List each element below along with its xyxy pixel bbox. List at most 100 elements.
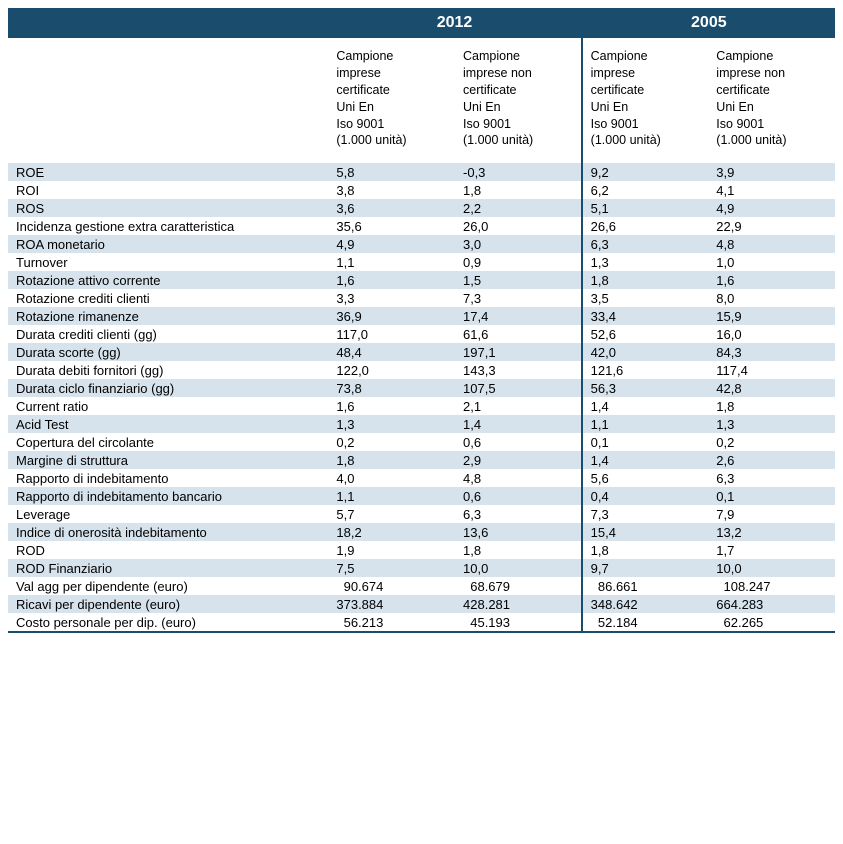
row-value: 197,1 <box>455 343 582 361</box>
row-value: 122,0 <box>328 361 455 379</box>
row-value: 348.642 <box>582 595 709 613</box>
row-value: 1,1 <box>328 487 455 505</box>
row-label: Acid Test <box>8 415 328 433</box>
row-label: ROS <box>8 199 328 217</box>
row-value: 26,0 <box>455 217 582 235</box>
row-value: 10,0 <box>455 559 582 577</box>
table-row: Incidenza gestione extra caratteristica3… <box>8 217 835 235</box>
row-value: 48,4 <box>328 343 455 361</box>
row-label: Durata scorte (gg) <box>8 343 328 361</box>
row-label: Rapporto di indebitamento bancario <box>8 487 328 505</box>
row-value: 62.265 <box>708 613 835 631</box>
row-label: Durata crediti clienti (gg) <box>8 325 328 343</box>
row-value: 1,8 <box>328 451 455 469</box>
row-value: 17,4 <box>455 307 582 325</box>
row-value: 73,8 <box>328 379 455 397</box>
table-row: ROI3,81,86,24,1 <box>8 181 835 199</box>
row-value: 117,4 <box>708 361 835 379</box>
row-value: 35,6 <box>328 217 455 235</box>
table-row: Durata ciclo finanziario (gg)73,8107,556… <box>8 379 835 397</box>
row-value: 1,8 <box>708 397 835 415</box>
table-row: Margine di struttura1,82,91,42,6 <box>8 451 835 469</box>
row-value: 18,2 <box>328 523 455 541</box>
row-value: 9,7 <box>582 559 709 577</box>
row-value: 52.184 <box>582 613 709 631</box>
row-value: 13,6 <box>455 523 582 541</box>
row-value: 143,3 <box>455 361 582 379</box>
header-blank <box>8 8 328 38</box>
row-value: 5,7 <box>328 505 455 523</box>
row-value: 7,9 <box>708 505 835 523</box>
row-value: 1,8 <box>582 271 709 289</box>
row-label: Current ratio <box>8 397 328 415</box>
row-value: 0,9 <box>455 253 582 271</box>
row-value: 1,5 <box>455 271 582 289</box>
table-row: ROA monetario4,93,06,34,8 <box>8 235 835 253</box>
row-value: 8,0 <box>708 289 835 307</box>
row-value: 0,6 <box>455 487 582 505</box>
row-value: 1,8 <box>455 181 582 199</box>
row-value: 1,9 <box>328 541 455 559</box>
row-value: 664.283 <box>708 595 835 613</box>
row-value: 4,9 <box>708 199 835 217</box>
table-row: Current ratio1,62,11,41,8 <box>8 397 835 415</box>
table-row: Rotazione rimanenze36,917,433,415,9 <box>8 307 835 325</box>
financial-metrics-table: 2012 2005 CampioneimpresecertificateUni … <box>8 8 835 631</box>
row-value: 4,8 <box>455 469 582 487</box>
row-value: 117,0 <box>328 325 455 343</box>
row-value: 52,6 <box>582 325 709 343</box>
row-value: 1,4 <box>582 397 709 415</box>
row-value: 3,5 <box>582 289 709 307</box>
row-value: 6,2 <box>582 181 709 199</box>
table-row: Copertura del circolante0,20,60,10,2 <box>8 433 835 451</box>
row-value: 7,3 <box>455 289 582 307</box>
row-value: 90.674 <box>328 577 455 595</box>
row-value: 15,4 <box>582 523 709 541</box>
subheader-blank <box>8 38 328 163</box>
row-value: 84,3 <box>708 343 835 361</box>
row-value: 3,3 <box>328 289 455 307</box>
table-row: Rotazione crediti clienti3,37,33,58,0 <box>8 289 835 307</box>
row-value: 13,2 <box>708 523 835 541</box>
row-value: 0,2 <box>708 433 835 451</box>
table-row: Durata scorte (gg)48,4197,142,084,3 <box>8 343 835 361</box>
row-value: 1,0 <box>708 253 835 271</box>
row-value: 0,2 <box>328 433 455 451</box>
row-value: 1,6 <box>328 397 455 415</box>
row-value: 42,8 <box>708 379 835 397</box>
row-value: 56,3 <box>582 379 709 397</box>
row-value: 4,0 <box>328 469 455 487</box>
row-value: 2,1 <box>455 397 582 415</box>
table-row: Costo personale per dip. (euro) 56.213 4… <box>8 613 835 631</box>
row-value: 16,0 <box>708 325 835 343</box>
row-value: 1,8 <box>455 541 582 559</box>
header-year-2012: 2012 <box>328 8 581 38</box>
row-label: ROA monetario <box>8 235 328 253</box>
row-value: 108.247 <box>708 577 835 595</box>
row-label: Leverage <box>8 505 328 523</box>
row-value: 1,1 <box>328 253 455 271</box>
row-value: 3,0 <box>455 235 582 253</box>
row-label: Rapporto di indebitamento <box>8 469 328 487</box>
row-value: 5,1 <box>582 199 709 217</box>
row-value: 1,6 <box>708 271 835 289</box>
row-label: ROI <box>8 181 328 199</box>
table-row: Turnover1,10,91,31,0 <box>8 253 835 271</box>
row-value: 4,1 <box>708 181 835 199</box>
row-value: 9,2 <box>582 163 709 181</box>
row-value: 2,6 <box>708 451 835 469</box>
subheader-2012-cert: CampioneimpresecertificateUni EnIso 9001… <box>328 38 455 163</box>
row-value: 33,4 <box>582 307 709 325</box>
row-value: 0,4 <box>582 487 709 505</box>
row-value: 0,1 <box>708 487 835 505</box>
row-label: Costo personale per dip. (euro) <box>8 613 328 631</box>
row-label: ROE <box>8 163 328 181</box>
row-value: 4,9 <box>328 235 455 253</box>
table-row: ROE5,8-0,39,23,9 <box>8 163 835 181</box>
row-label: Margine di struttura <box>8 451 328 469</box>
row-value: 1,4 <box>582 451 709 469</box>
table-row: ROS3,62,25,14,9 <box>8 199 835 217</box>
row-value: 6,3 <box>455 505 582 523</box>
row-value: 3,8 <box>328 181 455 199</box>
row-value: 2,9 <box>455 451 582 469</box>
